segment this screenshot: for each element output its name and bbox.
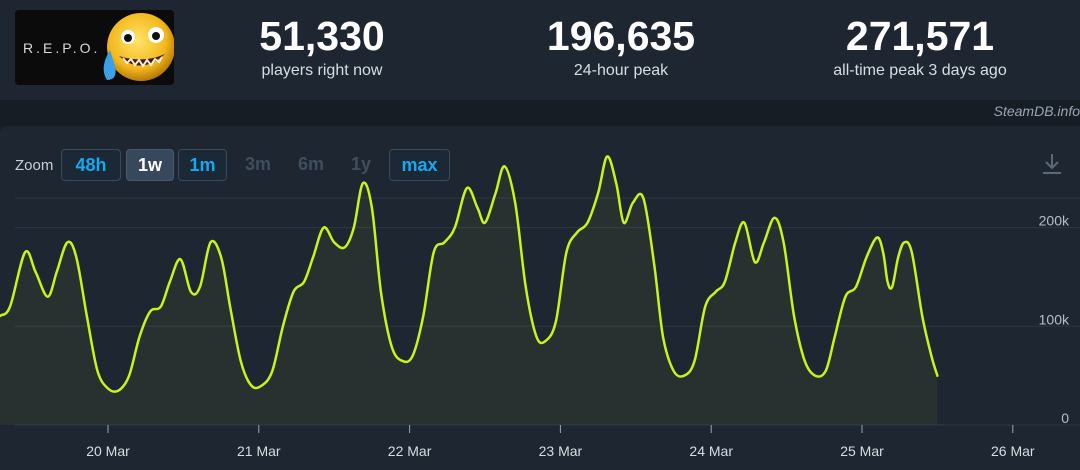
x-tick-label: 24 Mar xyxy=(689,443,733,459)
zoom-6m-button: 6m xyxy=(297,154,324,174)
download-icon[interactable] xyxy=(1038,150,1066,178)
stats-header xyxy=(0,0,1080,100)
source-link[interactable]: SteamDB.info xyxy=(993,103,1080,119)
series-line xyxy=(0,155,939,393)
daily-peak-value: 196,635 xyxy=(546,13,696,59)
current-players-stat: 51,330 players right now xyxy=(192,12,452,81)
zoom-1w-button[interactable]: 1w xyxy=(126,149,174,181)
all-time-peak-label: all-time peak 3 days ago xyxy=(833,62,1007,79)
y-tick-label: 200k xyxy=(1039,213,1070,229)
zoom-3m-button: 3m xyxy=(244,154,271,174)
all-time-peak-value: 271,571 xyxy=(845,13,995,59)
zoom-1y-button: 1y xyxy=(350,154,372,174)
daily-peak-label: 24-hour peak xyxy=(573,62,669,79)
game-logo-art: R.E.P.O. xyxy=(15,10,174,85)
zoom-max-button[interactable]: max xyxy=(389,149,450,181)
series-area xyxy=(0,156,938,425)
x-tick-label: 26 Mar xyxy=(991,443,1035,459)
zoom-1m-button[interactable]: 1m xyxy=(178,149,227,181)
current-players-label: players right now xyxy=(261,62,383,79)
all-time-peak-stat: 271,571 all-time peak 3 days ago xyxy=(790,12,1050,81)
x-tick-label: 20 Mar xyxy=(86,443,130,459)
daily-peak-stat: 196,635 24-hour peak xyxy=(491,12,751,81)
current-players-value: 51,330 xyxy=(259,13,385,59)
game-logo: R.E.P.O. xyxy=(15,10,174,85)
y-tick-label: 0 xyxy=(1061,410,1069,426)
x-tick-label: 23 Mar xyxy=(539,443,583,459)
chart-panel xyxy=(0,126,1080,470)
zoom-label: Zoom xyxy=(15,157,54,174)
x-tick-label: 21 Mar xyxy=(237,443,281,459)
x-tick-label: 22 Mar xyxy=(388,443,432,459)
zoom-48h-button[interactable]: 48h xyxy=(61,149,121,181)
x-tick-label: 25 Mar xyxy=(840,443,884,459)
logo-text: R.E.P.O. xyxy=(23,40,100,56)
y-tick-label: 100k xyxy=(1039,311,1070,327)
